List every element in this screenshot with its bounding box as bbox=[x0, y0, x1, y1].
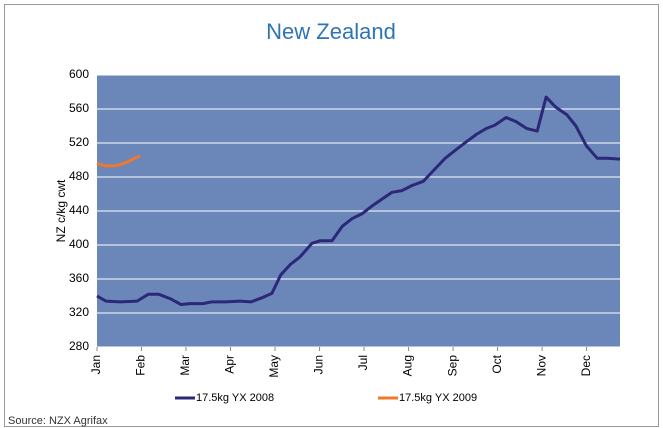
legend-label: 17.5kg YX 2009 bbox=[399, 392, 477, 404]
x-tick-label: Dec bbox=[579, 355, 593, 376]
x-tick-label: May bbox=[267, 355, 281, 378]
y-tick-label: 440 bbox=[69, 203, 89, 217]
x-tick-label: Feb bbox=[134, 355, 148, 376]
y-tick-label: 560 bbox=[69, 101, 89, 115]
y-tick-label: 400 bbox=[69, 237, 89, 251]
y-tick-label: 480 bbox=[69, 169, 89, 183]
x-tick-label: Mar bbox=[178, 355, 192, 376]
y-axis-label: NZ c/kg cwt bbox=[54, 179, 68, 242]
chart-title: New Zealand bbox=[266, 19, 396, 44]
source-note: Source: NZX Agrifax bbox=[8, 415, 108, 427]
y-tick-label: 600 bbox=[69, 67, 89, 81]
data-line bbox=[96, 154, 141, 168]
x-tick-label: Oct bbox=[490, 354, 504, 373]
y-tick-label: 520 bbox=[69, 135, 89, 149]
x-tick-label: Nov bbox=[534, 355, 548, 376]
x-tick-label: Jan bbox=[89, 355, 103, 374]
x-tick-label: Jul bbox=[356, 355, 370, 370]
legend-label: 17.5kg YX 2008 bbox=[196, 392, 274, 404]
y-tick-label: 320 bbox=[69, 305, 89, 319]
data-line bbox=[96, 95, 621, 306]
x-tick-label: Apr bbox=[223, 355, 237, 374]
y-tick-label: 360 bbox=[69, 271, 89, 285]
y-tick-label: 280 bbox=[69, 339, 89, 353]
x-tick-label: Sep bbox=[445, 355, 459, 377]
x-tick-label: Jun bbox=[312, 355, 326, 374]
x-tick-label: Aug bbox=[401, 355, 415, 376]
